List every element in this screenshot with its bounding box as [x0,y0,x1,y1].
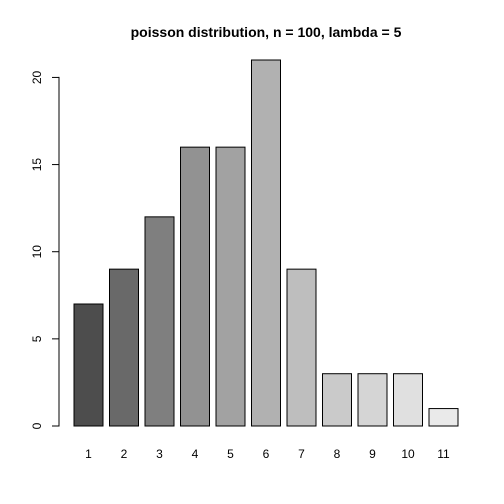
bar-3 [144,216,175,427]
x-tick-label: 1 [85,447,92,461]
x-tick-label: 11 [437,447,450,461]
x-tick-label: 9 [369,447,376,461]
x-tick-label: 10 [401,447,415,461]
y-tick-label: 0 [30,422,44,429]
bar-11 [428,408,459,427]
x-tick-label: 7 [298,447,305,461]
y-tick-label: 10 [30,245,44,259]
x-tick-label: 2 [121,447,128,461]
x-tick-label: 3 [156,447,163,461]
chart-title: poisson distribution, n = 100, lambda = … [131,24,402,40]
bar-8 [322,373,352,427]
x-tick-label: 6 [263,447,270,461]
y-tick-label: 15 [30,158,44,172]
bar-5 [215,146,246,427]
bar-10 [393,373,423,427]
bar-9 [357,373,388,427]
y-tick-label: 5 [30,335,44,342]
x-tick-label: 4 [192,447,199,461]
bars [73,59,459,427]
x-tick-label: 5 [227,447,234,461]
y-tick-label: 20 [30,70,44,84]
bar-7 [286,268,317,427]
x-axis-labels: 1 2 3 4 5 6 7 8 9 10 11 [85,447,450,461]
bar-2 [109,268,139,427]
bar-1 [73,303,104,427]
y-axis: 0 5 10 15 20 [30,70,60,429]
bar-6 [251,59,281,427]
bar-4 [180,146,210,427]
x-tick-label: 8 [334,447,341,461]
